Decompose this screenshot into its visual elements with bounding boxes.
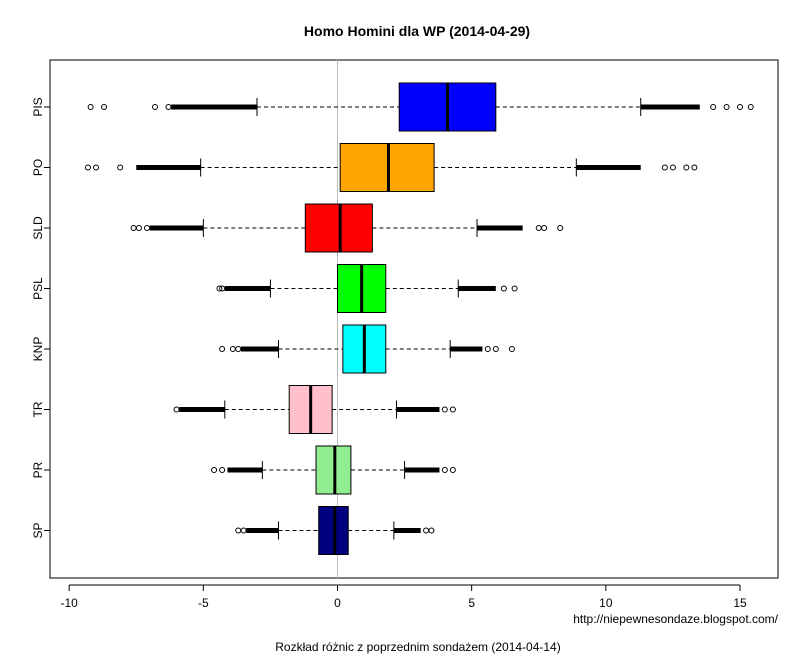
x-tick-label: 0	[334, 596, 341, 610]
source-note: http://niepewnesondaze.blogspot.com/	[573, 612, 778, 626]
outlier-point	[219, 467, 226, 473]
outlier-point	[229, 346, 236, 352]
box-sp: SP	[31, 506, 435, 555]
outlier-point	[557, 225, 564, 231]
plot-frame	[49, 59, 779, 579]
x-tick-label: 5	[468, 596, 475, 610]
outlier-point	[500, 285, 507, 292]
outlier-point	[710, 104, 717, 110]
outlier-point	[216, 285, 223, 292]
category-label: SLD	[31, 216, 45, 240]
outlier-point	[541, 225, 548, 231]
x-axis: -10 -5 0 5 10 15	[60, 584, 747, 610]
outlier-point	[737, 104, 743, 110]
category-label: PIS	[31, 97, 45, 116]
category-label: PR	[31, 461, 45, 478]
outlier-point	[423, 527, 430, 534]
outlier-point	[235, 527, 242, 534]
outlier-point	[683, 164, 690, 171]
box-sld: SLD	[31, 203, 564, 253]
outlier-point	[101, 104, 108, 110]
outlier-point	[441, 406, 448, 413]
x-axis-label: Rozkład różnic z poprzednim sondażem (20…	[275, 640, 560, 654]
outlier-point	[511, 285, 518, 292]
outlier-point	[235, 346, 242, 352]
outlier-point	[508, 346, 515, 352]
outlier-point	[93, 164, 99, 171]
outlier-point	[219, 346, 226, 352]
chart-title: Homo Homini dla WP (2014-04-29)	[304, 23, 530, 39]
outlier-point	[87, 104, 94, 110]
x-tick-label: -5	[198, 596, 209, 610]
category-label: PSL	[31, 277, 45, 300]
outlier-point	[428, 527, 435, 534]
outlier-point	[135, 225, 142, 231]
box-tr: TR	[31, 385, 456, 434]
x-tick-label: -10	[60, 596, 78, 610]
category-label: TR	[31, 401, 45, 417]
outlier-point	[747, 104, 754, 110]
outlier-point	[152, 104, 159, 110]
category-label: PO	[31, 159, 45, 176]
outlier-point	[449, 406, 456, 413]
outlier-point	[84, 164, 91, 171]
outlier-point	[117, 164, 124, 171]
outlier-point	[219, 285, 226, 292]
outlier-point	[723, 104, 730, 110]
outlier-point	[165, 104, 172, 110]
box-po: PO	[31, 143, 698, 192]
outlier-point	[240, 527, 247, 534]
x-tick-label: 15	[733, 596, 747, 610]
box-layer: PIS PO SLD PSL KNP TR PR SP	[31, 82, 754, 555]
outlier-point	[484, 346, 491, 352]
outlier-point	[669, 164, 676, 171]
x-tick-label: 10	[599, 596, 613, 610]
category-label: KNP	[31, 337, 45, 362]
outlier-point	[173, 406, 180, 413]
box-psl: PSL	[31, 264, 518, 313]
outlier-point	[661, 164, 668, 171]
box-pr: PR	[31, 445, 456, 495]
outlier-point	[535, 225, 542, 231]
outlier-point	[691, 164, 698, 171]
category-label: SP	[31, 522, 45, 538]
outlier-point	[143, 225, 150, 231]
outlier-point	[130, 225, 137, 231]
outlier-point	[492, 346, 499, 352]
box-pis: PIS	[31, 82, 754, 132]
outlier-point	[211, 467, 218, 473]
outlier-point	[441, 467, 448, 473]
box-knp: KNP	[31, 324, 515, 374]
outlier-point	[449, 467, 456, 473]
